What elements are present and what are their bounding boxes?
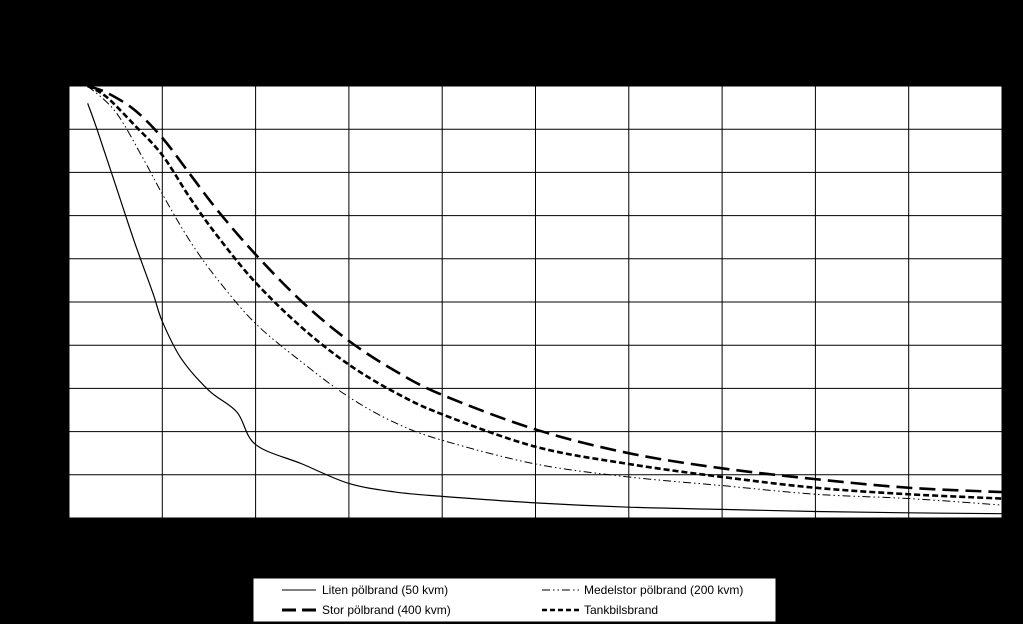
legend-label-medelstor: Medelstor pölbrand (200 kvm) [584,583,743,597]
legend-label-tankbil: Tankbilsbrand [584,603,658,617]
series-lines [87,84,1003,515]
series-medelstor-polbrand [87,85,1003,506]
legend-box [252,577,777,623]
gridlines [69,85,1003,518]
series-liten-polbrand [87,103,1003,515]
legend-label-stor: Stor pölbrand (400 kvm) [322,603,451,617]
series-stor-polbrand [87,84,1003,494]
plot-area [68,84,1003,519]
legend-label-liten: Liten pölbrand (50 kvm) [322,583,448,597]
series-tankbilsbrand [87,84,1003,500]
legend: Liten pölbrand (50 kvm) Medelstor pölbra… [252,577,777,623]
